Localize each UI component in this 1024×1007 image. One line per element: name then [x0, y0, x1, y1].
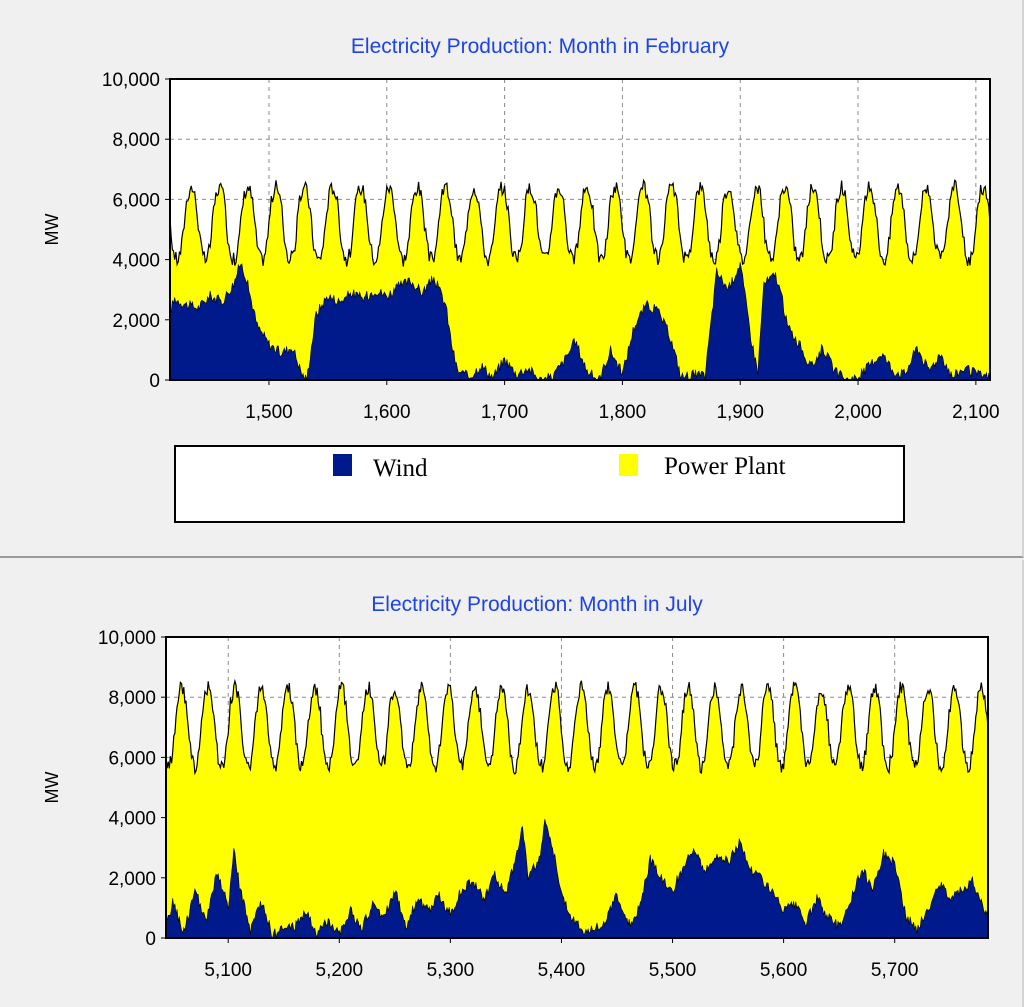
x-tick-label: 1,600 [363, 402, 411, 423]
legend-label-power-plant: Power Plant [664, 453, 786, 480]
y-tick-label: 8,000 [112, 130, 160, 151]
x-tick-label: 5,100 [204, 960, 252, 981]
x-tick-label: 5,600 [760, 960, 808, 981]
july-chart-panel: Electricity Production: Month in July 0 2,… [0, 560, 1024, 1007]
y-tick-label: 6,000 [108, 748, 156, 769]
february-chart: Electricity Production: Month in Februar… [42, 35, 1000, 523]
chart-title: Electricity Production: Month in Februar… [351, 35, 730, 58]
y-tick-label: 4,000 [108, 809, 156, 830]
plot-frame [165, 636, 989, 939]
y-tick-label: 6,000 [112, 190, 160, 211]
y-tick-label: 0 [145, 929, 156, 950]
july-chart: Electricity Production: Month in July 0 2,… [42, 593, 989, 981]
legend-swatch-power-plant [619, 454, 638, 476]
series-wind-area [169, 262, 991, 382]
y-tick-label: 8,000 [108, 688, 156, 709]
series-power-plant-area [166, 680, 988, 938]
february-chart-panel: Electricity Production: Month in Februar… [0, 0, 1024, 558]
y-axis-label: MW [42, 213, 62, 245]
x-tick-label: 2,000 [834, 402, 882, 423]
series-wind-area [165, 819, 989, 939]
y-tick-label: 2,000 [108, 869, 156, 890]
x-tick-label: 5,200 [316, 960, 364, 981]
x-tick-label: 1,900 [716, 402, 764, 423]
y-tick-label: 0 [149, 371, 160, 392]
series-total-line [165, 678, 989, 776]
x-tick-label: 1,800 [599, 402, 647, 423]
plot-frame [169, 78, 991, 381]
chart-title: Electricity Production: Month in July [371, 593, 703, 616]
x-tick-label: 1,700 [481, 402, 529, 423]
y-tick-label: 10,000 [102, 70, 160, 91]
y-axis-label: MW [42, 771, 62, 803]
x-tick-label: 1,500 [245, 402, 293, 423]
x-tick-label: 5,700 [871, 960, 919, 981]
y-tick-label: 2,000 [112, 311, 160, 332]
legend-box [174, 445, 905, 523]
x-tick-label: 5,300 [427, 960, 475, 981]
y-tick-label: 10,000 [98, 628, 156, 649]
series-total-line [169, 178, 991, 267]
x-tick-label: 5,400 [538, 960, 586, 981]
y-tick-label: 4,000 [112, 251, 160, 272]
x-tick-label: 2,100 [952, 402, 1000, 423]
x-tick-label: 5,500 [649, 960, 697, 981]
legend-label-wind: Wind [373, 455, 428, 482]
legend-swatch-wind [333, 454, 352, 476]
